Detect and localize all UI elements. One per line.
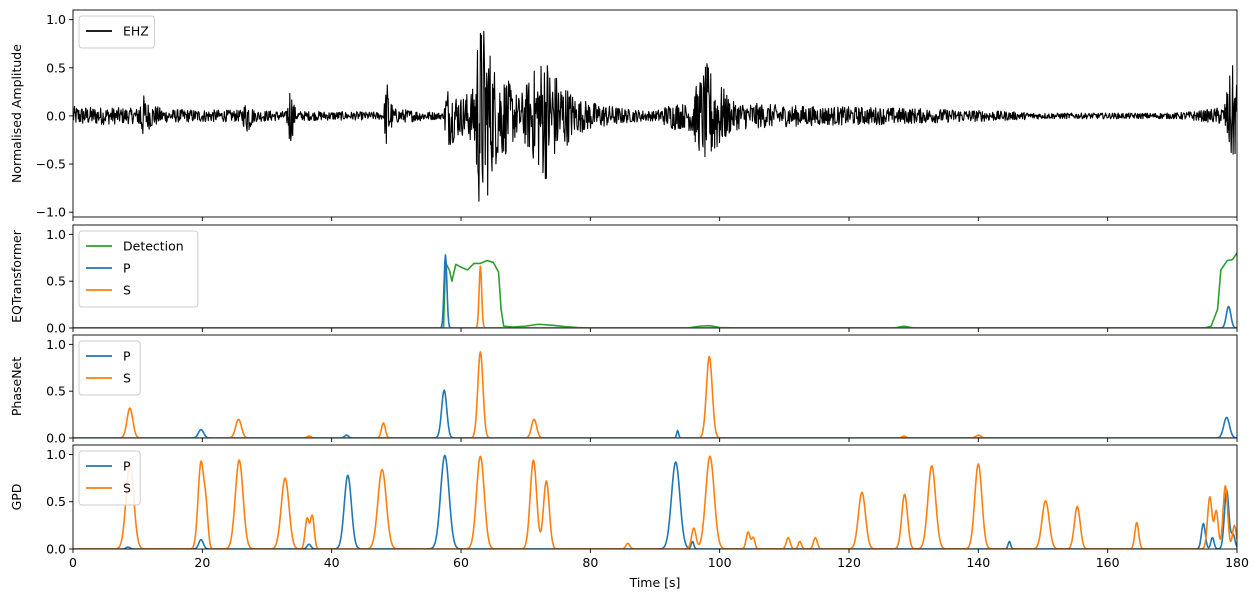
eqtransformer-axes-frame xyxy=(72,224,1238,329)
eqtransformer-legend-label-s: S xyxy=(123,283,131,298)
phasenet-legend-box xyxy=(78,340,141,396)
phasenet-axes-frame xyxy=(72,334,1238,439)
gpd-xtick-label: 20 xyxy=(194,555,210,570)
gpd-legend-label-s: S xyxy=(123,481,131,496)
ehz-legend: EHZ xyxy=(78,15,156,49)
gpd-xtick-label: 40 xyxy=(324,555,340,570)
eqtransformer-legend-box xyxy=(78,230,199,308)
ehz-waveform-panel: −1.0 −0.5 0.0 0.5 1.0 Normalised Amplitude EHZ xyxy=(9,9,1238,221)
gpd-xtick-label: 140 xyxy=(966,555,990,570)
gpd-ytick-label: 0.0 xyxy=(46,542,66,557)
phasenet-legend-label-s: S xyxy=(123,371,131,386)
phasenet-ytick-label: 0.0 xyxy=(46,431,66,446)
phasenet-legend: PS xyxy=(78,340,141,396)
phasenet-ylabel: PhaseNet xyxy=(9,357,24,416)
ehz-ylabel: Normalised Amplitude xyxy=(9,44,24,183)
gpd-legend-label-p: P xyxy=(123,459,131,474)
ehz-axes-frame xyxy=(72,9,1238,218)
ehz-legend-box xyxy=(78,15,156,49)
eqtransformer-detection-series-line xyxy=(73,252,1237,328)
ehz-ytick-label: 0.5 xyxy=(46,60,66,75)
phasenet-legend-label-p: P xyxy=(123,349,131,364)
gpd-xtick-label: 0 xyxy=(69,555,77,570)
gpd-xtick-label: 160 xyxy=(1096,555,1120,570)
gpd-ytick-label: 0.5 xyxy=(46,494,66,509)
eqtransformer-plot-area xyxy=(73,252,1237,328)
ehz-ytick-label: 1.0 xyxy=(46,12,66,27)
gpd-ylabel: GPD xyxy=(9,484,24,511)
ehz-legend-label-ehz: EHZ xyxy=(123,24,149,39)
eqtransformer-ylabel: EQTransformer xyxy=(9,229,24,323)
gpd-ytick-label: 1.0 xyxy=(46,447,66,462)
gpd-xtick-label: 60 xyxy=(453,555,469,570)
phasenet-panel: 0.0 0.5 1.0 PhaseNet PS xyxy=(9,334,1238,446)
gpd-xlabel: Time [s] xyxy=(629,575,681,590)
ehz-plot-area xyxy=(73,30,1237,202)
eqtransformer-ytick-label: 0.0 xyxy=(46,321,66,336)
gpd-axes-frame xyxy=(72,444,1238,550)
eqtransformer-legend-label-detection: Detection xyxy=(123,239,184,254)
eqtransformer-ytick-label: 0.5 xyxy=(46,274,66,289)
gpd-legend: PS xyxy=(78,450,141,506)
ehz-ytick-label: −0.5 xyxy=(36,157,66,172)
gpd-xtick-label: 120 xyxy=(837,555,861,570)
ehz-ytick-label: −1.0 xyxy=(36,205,66,220)
ehz-ehz-series-line xyxy=(73,30,1237,202)
eqtransformer-legend-label-p: P xyxy=(123,261,131,276)
phasenet-ytick-label: 0.5 xyxy=(46,384,66,399)
gpd-panel: 0.0 0.5 1.0 GPD 0 20 40 60 80 100 120 140 160 180 Time… xyxy=(9,444,1249,590)
gpd-plot-area xyxy=(73,454,1237,549)
phasenet-ytick-label: 1.0 xyxy=(46,337,66,352)
gpd-xtick-label: 180 xyxy=(1225,555,1249,570)
eqtransformer-panel: 0.0 0.5 1.0 EQTransformer Detection PS xyxy=(9,224,1238,336)
gpd-s-series-line xyxy=(73,455,1237,549)
eqtransformer-ytick-label: 1.0 xyxy=(46,227,66,242)
gpd-xtick-label: 80 xyxy=(582,555,598,570)
gpd-xtick-label: 100 xyxy=(708,555,732,570)
ehz-ytick-label: 0.0 xyxy=(46,108,66,123)
gpd-legend-box xyxy=(78,450,141,506)
eqtransformer-legend: Detection PS xyxy=(78,230,199,308)
